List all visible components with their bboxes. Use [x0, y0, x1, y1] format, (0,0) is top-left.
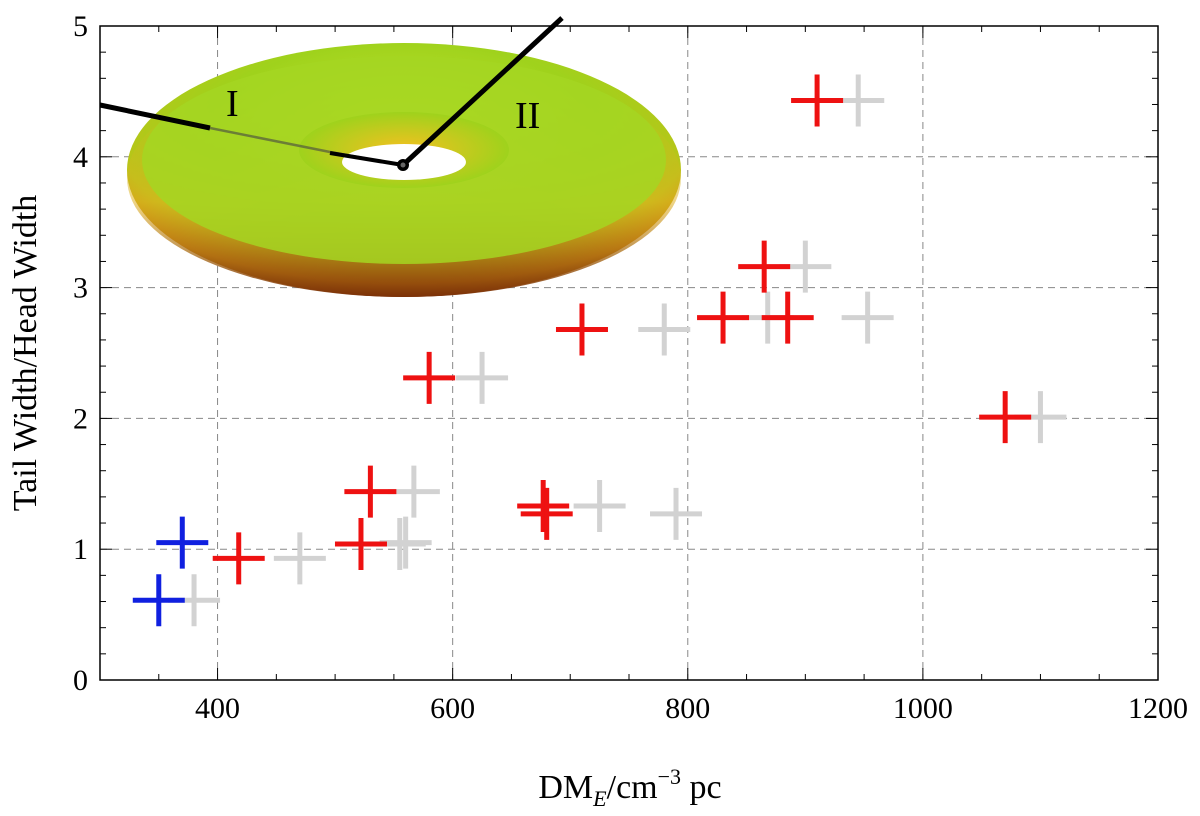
data-point-red	[697, 291, 750, 344]
data-point-blue	[156, 516, 209, 569]
x-axis-title-subscript: E	[592, 786, 607, 811]
y-tick-label: 2	[73, 402, 88, 435]
line-of-sight-I-end	[329, 151, 404, 167]
data-point-red	[212, 532, 265, 585]
label-I: I	[226, 83, 239, 125]
observer-marker-inner	[400, 162, 406, 168]
y-tick-label: 4	[73, 141, 88, 174]
data-point-gray	[650, 487, 703, 540]
data-point-gray	[456, 351, 509, 404]
data-point-red	[555, 303, 608, 356]
data-point-red	[761, 291, 814, 344]
x-tick-labels: 400 600 800 1000 1200	[195, 692, 1188, 725]
data-point-red	[334, 517, 387, 570]
data-point-gray	[638, 303, 691, 356]
y-tick-label: 1	[73, 533, 88, 566]
line-of-sight-II	[401, 16, 564, 167]
data-point-red	[520, 487, 573, 540]
x-tick-label: 400	[195, 692, 240, 725]
data-point-gray	[387, 465, 440, 518]
data-points	[132, 74, 1067, 627]
ticks	[99, 25, 1159, 681]
x-tick-label: 800	[665, 692, 710, 725]
label-II: II	[515, 95, 540, 137]
data-point-gray	[573, 480, 626, 533]
y-tick-label: 0	[73, 664, 88, 697]
data-point-red	[979, 391, 1032, 444]
data-point-red	[344, 465, 397, 518]
x-axis-title: DME/cm−3 pc	[538, 764, 721, 811]
x-tick-label: 1000	[893, 692, 953, 725]
x-tick-label: 1200	[1128, 692, 1188, 725]
data-point-red	[791, 74, 844, 127]
y-tick-label: 5	[73, 10, 88, 43]
y-tick-labels: 0 1 2 3 4 5	[73, 10, 88, 697]
data-point-red	[403, 351, 456, 404]
x-tick-label: 600	[430, 692, 475, 725]
x-axis-title-superscript: −3	[658, 764, 681, 789]
y-axis-title: Tail Width/Head Width	[7, 195, 44, 512]
data-point-blue	[132, 574, 185, 627]
data-point-gray	[273, 532, 326, 585]
y-tick-label: 3	[73, 272, 88, 305]
data-point-red	[517, 480, 570, 533]
data-point-red	[738, 240, 791, 293]
line-of-sight-I	[99, 102, 211, 131]
data-point-gray	[841, 291, 894, 344]
torus-illustration: I II	[99, 16, 681, 297]
